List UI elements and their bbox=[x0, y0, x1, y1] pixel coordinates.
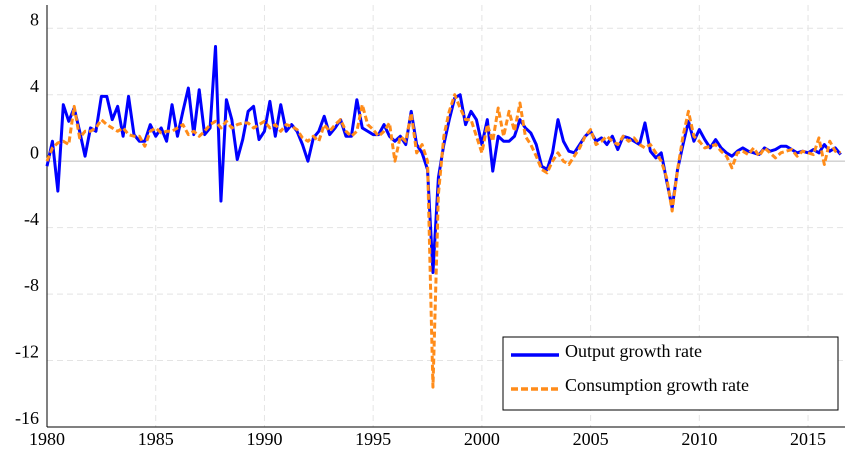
y-tick-label: -8 bbox=[24, 275, 39, 295]
x-tick-label: 1990 bbox=[246, 429, 282, 449]
x-tick-label: 1985 bbox=[138, 429, 174, 449]
x-tick-label: 1995 bbox=[355, 429, 391, 449]
y-tick-label: -16 bbox=[15, 408, 39, 428]
y-tick-label: -4 bbox=[24, 209, 39, 229]
x-tick-label: 1980 bbox=[29, 429, 65, 449]
x-tick-label: 2015 bbox=[790, 429, 826, 449]
y-tick-label: -12 bbox=[15, 342, 39, 362]
y-tick-label: 8 bbox=[30, 9, 39, 29]
y-tick-label: 4 bbox=[30, 76, 39, 96]
y-tick-label: 0 bbox=[30, 142, 39, 162]
series-line bbox=[45, 45, 842, 274]
series-line bbox=[45, 93, 842, 389]
legend-box bbox=[502, 336, 839, 411]
x-tick-label: 2000 bbox=[464, 429, 500, 449]
legend-label: Output growth rate bbox=[565, 341, 702, 361]
x-tick-label: 2010 bbox=[681, 429, 717, 449]
x-tick-label: 2005 bbox=[573, 429, 609, 449]
legend-label: Consumption growth rate bbox=[565, 375, 749, 395]
